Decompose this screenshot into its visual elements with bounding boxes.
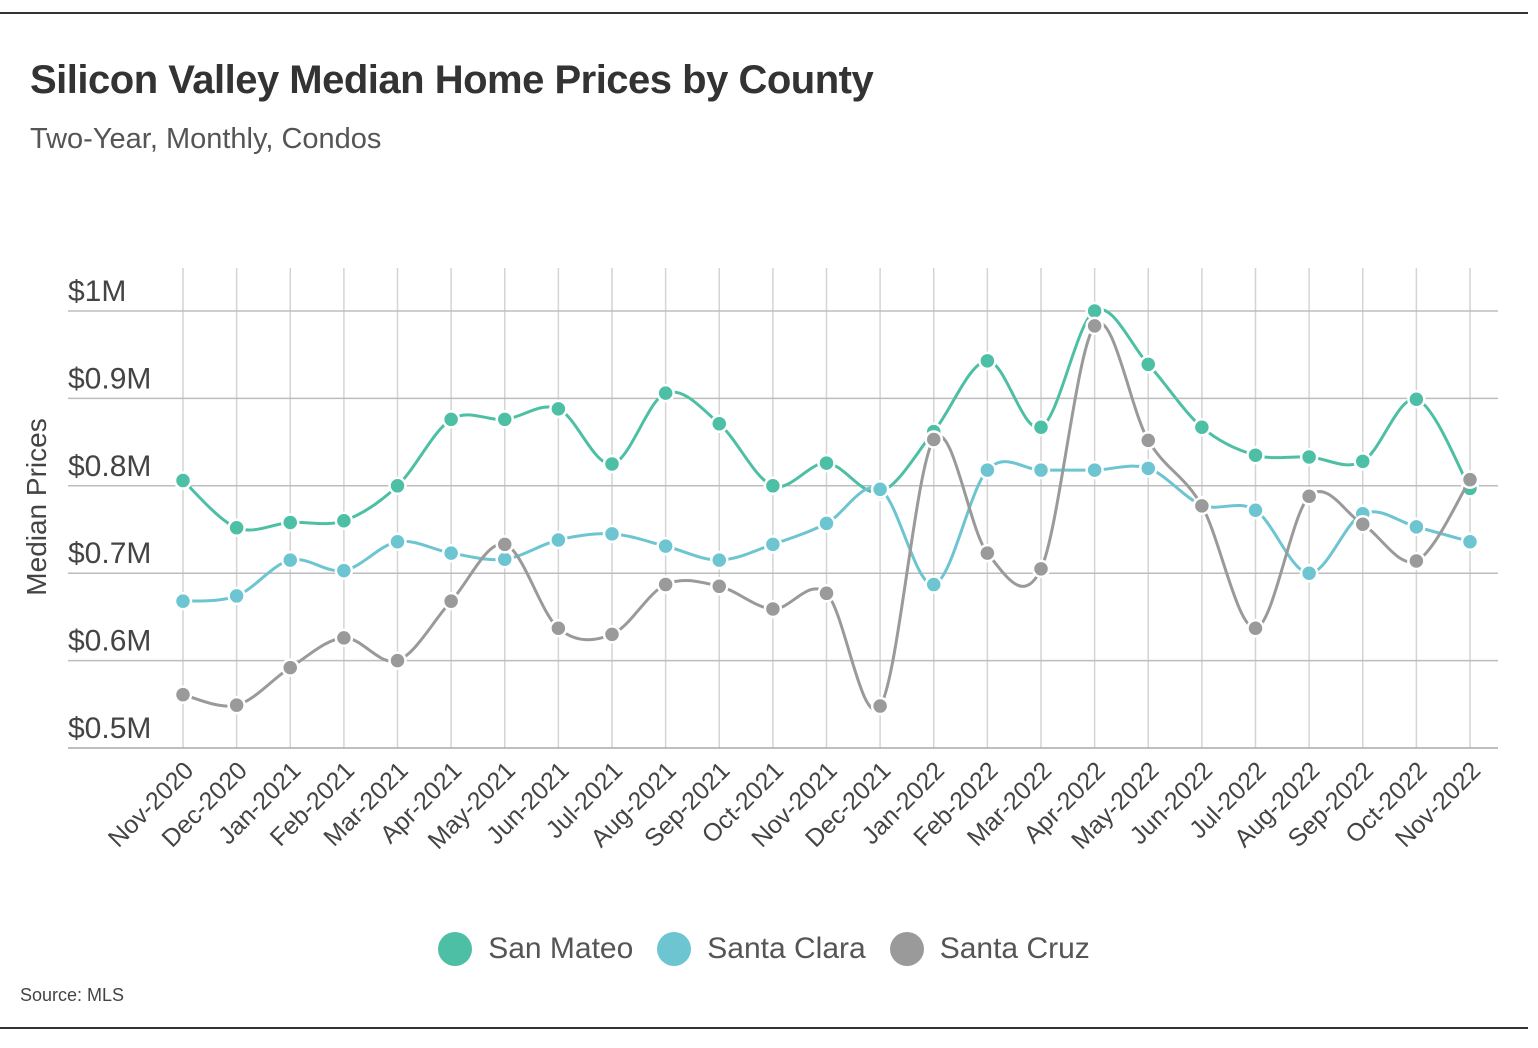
y-axis-label: Median Prices — [21, 418, 52, 595]
data-point-santa-cruz[interactable] — [441, 591, 461, 611]
bottom-rule — [0, 1027, 1528, 1029]
legend-label-santa-cruz: Santa Cruz — [939, 932, 1090, 965]
data-point-santa-cruz[interactable] — [549, 619, 568, 638]
data-point-santa-cruz[interactable] — [656, 575, 675, 594]
data-point-san-mateo[interactable] — [1085, 301, 1104, 321]
data-point-santa-clara[interactable] — [388, 532, 407, 551]
legend-item-santa-cruz[interactable]: Santa Cruz — [889, 932, 1090, 966]
data-point-san-mateo[interactable] — [1299, 447, 1319, 467]
y-tick-labels: $0.5M $0.6M $0.7M $0.8M $0.9M $1M — [68, 275, 151, 745]
data-point-santa-cruz[interactable] — [173, 685, 193, 704]
data-point-santa-clara[interactable] — [173, 591, 193, 611]
legend-item-santa-clara[interactable]: Santa Clara — [657, 932, 866, 966]
top-rule — [0, 12, 1528, 14]
data-point-santa-clara[interactable] — [441, 543, 461, 563]
legend-swatch-santa-cruz — [889, 932, 924, 966]
data-point-santa-cruz[interactable] — [281, 658, 300, 677]
data-point-san-mateo[interactable] — [1353, 452, 1372, 471]
data-point-san-mateo[interactable] — [227, 518, 246, 538]
data-point-san-mateo[interactable] — [1139, 355, 1158, 374]
series-layer — [173, 301, 1480, 716]
data-point-santa-clara[interactable] — [227, 586, 246, 606]
data-point-san-mateo[interactable] — [495, 410, 514, 429]
data-point-santa-cruz[interactable] — [388, 651, 407, 670]
x-tick-labels: Nov-2020Dec-2020Jan-2021Feb-2021Mar-2021… — [103, 756, 1486, 854]
data-point-santa-cruz[interactable] — [1407, 551, 1426, 571]
legend-swatch-santa-clara — [657, 932, 692, 966]
data-point-santa-clara[interactable] — [1299, 563, 1319, 583]
data-point-san-mateo[interactable] — [1192, 417, 1212, 437]
y-tick-label: $0.9M — [68, 362, 151, 395]
y-tick-label: $0.8M — [68, 450, 151, 483]
y-tick-label: $0.6M — [68, 625, 151, 658]
y-tick-label: $1M — [68, 275, 126, 308]
series-santa-cruz — [173, 316, 1480, 716]
data-point-santa-cruz[interactable] — [978, 543, 997, 563]
data-point-santa-cruz[interactable] — [1192, 496, 1212, 516]
source-note: Source: MLS — [20, 985, 125, 1005]
data-point-san-mateo[interactable] — [1246, 445, 1265, 465]
grid-lines — [68, 268, 1498, 749]
data-point-santa-clara[interactable] — [602, 524, 622, 544]
data-point-santa-clara[interactable] — [870, 480, 890, 499]
y-tick-label: $0.5M — [68, 712, 151, 745]
data-point-san-mateo[interactable] — [1407, 390, 1426, 409]
data-point-santa-cruz[interactable] — [334, 628, 354, 648]
data-point-santa-clara[interactable] — [1460, 532, 1480, 551]
data-point-santa-clara[interactable] — [334, 561, 354, 580]
data-point-santa-clara[interactable] — [1085, 460, 1104, 480]
data-point-santa-cruz[interactable] — [710, 577, 729, 596]
data-point-san-mateo[interactable] — [602, 454, 622, 474]
data-point-santa-cruz[interactable] — [495, 535, 514, 554]
data-point-santa-cruz[interactable] — [602, 625, 622, 644]
chart-title: Silicon Valley Median Home Prices by Cou… — [30, 58, 874, 102]
y-tick-label: $0.7M — [68, 537, 151, 570]
data-point-santa-cruz[interactable] — [1031, 559, 1051, 579]
legend-swatch-san-mateo — [438, 932, 473, 966]
data-point-santa-clara[interactable] — [924, 575, 943, 594]
legend: San Mateo Santa Clara Santa Cruz — [0, 932, 1528, 966]
data-point-santa-cruz[interactable] — [1139, 431, 1158, 450]
data-point-santa-clara[interactable] — [656, 536, 675, 556]
data-point-san-mateo[interactable] — [173, 471, 193, 490]
data-point-santa-cruz[interactable] — [1246, 619, 1265, 638]
data-point-san-mateo[interactable] — [334, 511, 354, 531]
data-point-santa-clara[interactable] — [1246, 501, 1265, 520]
data-point-santa-cruz[interactable] — [763, 599, 783, 619]
data-point-san-mateo[interactable] — [549, 399, 568, 419]
data-point-santa-cruz[interactable] — [1085, 316, 1104, 336]
data-point-santa-clara[interactable] — [710, 550, 729, 570]
data-point-santa-clara[interactable] — [1407, 517, 1426, 537]
data-point-san-mateo[interactable] — [817, 453, 836, 473]
data-point-santa-clara[interactable] — [1031, 460, 1051, 480]
legend-label-san-mateo: San Mateo — [488, 932, 634, 965]
data-point-san-mateo[interactable] — [656, 383, 675, 403]
data-point-san-mateo[interactable] — [388, 476, 407, 496]
data-point-san-mateo[interactable] — [978, 351, 997, 371]
data-point-santa-clara[interactable] — [1139, 459, 1158, 478]
data-point-santa-cruz[interactable] — [1299, 487, 1319, 506]
chart-subtitle: Two-Year, Monthly, Condos — [30, 123, 382, 155]
data-point-santa-clara[interactable] — [281, 550, 300, 570]
series-san-mateo — [173, 301, 1480, 538]
data-point-san-mateo[interactable] — [1031, 417, 1051, 437]
data-point-santa-cruz[interactable] — [817, 584, 836, 603]
data-point-santa-clara[interactable] — [495, 549, 514, 569]
data-point-san-mateo[interactable] — [763, 476, 783, 496]
legend-label-santa-clara: Santa Clara — [707, 932, 866, 965]
data-point-santa-clara[interactable] — [549, 530, 568, 550]
data-point-san-mateo[interactable] — [710, 414, 729, 433]
data-point-santa-cruz[interactable] — [1460, 470, 1480, 489]
data-point-santa-cruz[interactable] — [870, 696, 890, 716]
data-point-santa-clara[interactable] — [763, 535, 783, 554]
data-point-santa-clara[interactable] — [817, 514, 836, 533]
data-point-santa-cruz[interactable] — [1353, 515, 1372, 534]
data-point-santa-clara[interactable] — [978, 460, 997, 480]
legend-item-san-mateo[interactable]: San Mateo — [438, 932, 633, 966]
data-point-santa-cruz[interactable] — [227, 695, 246, 715]
data-point-santa-cruz[interactable] — [924, 430, 943, 449]
data-point-san-mateo[interactable] — [441, 410, 461, 429]
data-point-san-mateo[interactable] — [281, 513, 300, 532]
